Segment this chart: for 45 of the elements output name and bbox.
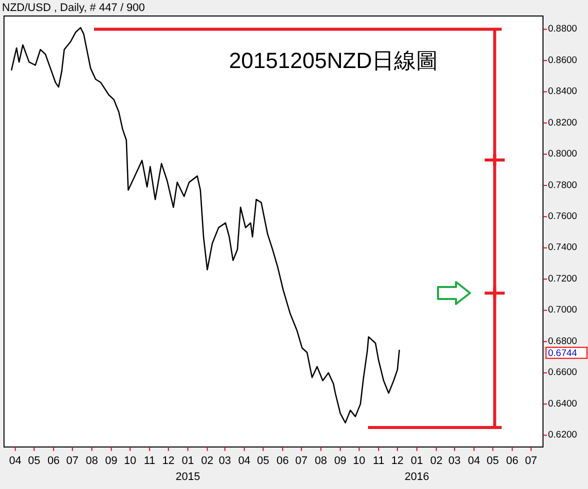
x-tick-label: 05 [257,455,270,467]
x-tick-label: 03 [218,455,231,467]
x-tick-label: 01 2016 [404,455,430,483]
x-tick-label: 07 [295,455,308,467]
x-tick-label: 07 [66,455,79,467]
y-tick-label: 0.8600 [548,54,578,66]
x-tick-label: 12 [162,455,175,467]
y-tick-label: 0.7600 [548,210,578,222]
y-tick-label: 0.6800 [548,336,578,347]
x-tick-label: 01 2015 [176,455,200,483]
x-tick-label: 03 [448,455,461,467]
x-tick-label: 10 [124,455,136,467]
y-tick-label: 0.7000 [548,304,578,316]
x-tick-label: 10 [353,455,366,467]
x-tick-label: 05 [486,455,499,467]
y-tick-label: 0.6200 [548,430,578,441]
x-tick-label: 05 [28,455,40,467]
x-tick-label: 04 [9,455,22,467]
y-tick-label: 0.6600 [548,367,578,378]
y-tick-label: 0.7800 [548,180,578,191]
x-tick-label: 06 [276,455,289,467]
y-tick-label: 0.8400 [548,86,578,98]
x-tick-label: 04 [238,455,250,467]
chart-subtitle: NZD/USD , Daily, # 447 / 900 [2,2,145,14]
y-tick-label: 0.6400 [548,398,578,410]
y-tick-label: 0.8200 [548,117,578,128]
x-tick-label: 12 [391,455,404,467]
x-tick-label: 08 [86,455,98,467]
x-tick-label: 08 [314,455,327,467]
x-tick-label: 09 [105,455,118,467]
x-tick-label: 11 [144,455,156,467]
text: 20151205NZD日線圖 [228,48,438,73]
y-tick-label: 0.7400 [548,242,578,254]
text: 0.6744 [548,348,578,360]
x-tick-label: 06 [506,455,518,467]
x-tick-label: 07 [524,455,538,467]
x-tick-label: 11 [372,455,384,467]
x-tick-label: 02 [430,455,442,467]
x-tick-label: 06 [47,455,60,467]
x-tick-label: 09 [334,455,346,467]
x-tick-label: 02 [201,455,214,467]
y-tick-label: 0.8800 [548,24,578,35]
x-tick-label: 04 [468,455,480,467]
y-tick-label: 0.8000 [548,148,578,160]
y-tick-label: 0.7200 [548,273,578,284]
